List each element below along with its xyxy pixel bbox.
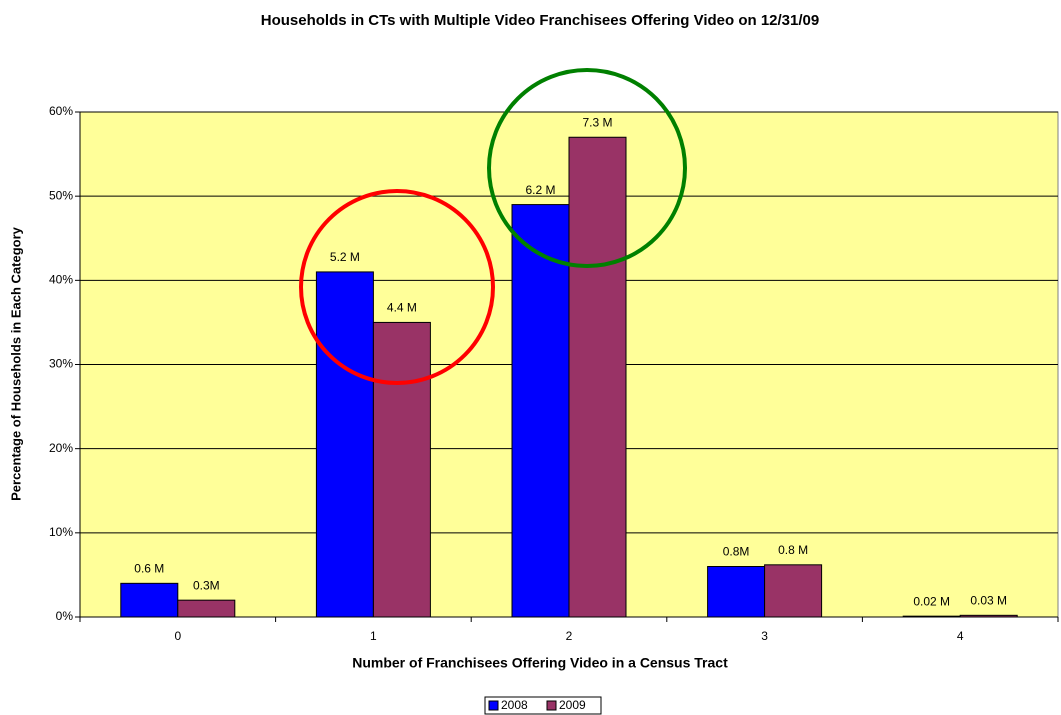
bar — [511, 204, 570, 618]
data-label: 0.6 M — [134, 562, 164, 576]
data-label: 0.3M — [193, 578, 220, 592]
data-label: 5.2 M — [330, 250, 360, 264]
bar — [177, 599, 236, 618]
x-axis-label: Number of Franchisees Offering Video in … — [352, 655, 728, 671]
y-tick-label: 10% — [49, 525, 73, 539]
bar — [902, 615, 961, 618]
x-tick-label: 3 — [761, 629, 768, 643]
data-label: 6.2 M — [525, 183, 555, 197]
bar — [707, 566, 766, 618]
data-label: 0.8 M — [778, 543, 808, 557]
legend-box — [484, 696, 602, 715]
y-tick-label: 0% — [56, 609, 74, 623]
data-label: 7.3 M — [582, 115, 612, 129]
data-label: 0.02 M — [913, 594, 950, 608]
y-tick-label: 20% — [49, 441, 73, 455]
bar — [568, 136, 627, 618]
data-label: 4.4 M — [387, 301, 417, 315]
legend-label: 2008 — [501, 698, 528, 712]
y-tick-label: 30% — [49, 357, 73, 371]
x-tick-label: 4 — [957, 629, 964, 643]
highlight-circle — [487, 68, 687, 268]
bar — [764, 564, 823, 618]
x-tick-label: 0 — [174, 629, 181, 643]
legend-swatch — [546, 700, 557, 711]
x-tick-label: 2 — [566, 629, 573, 643]
bar — [120, 582, 179, 618]
data-label: 0.8M — [723, 545, 750, 559]
y-tick-label: 40% — [49, 273, 73, 287]
bar — [315, 271, 374, 618]
bar — [959, 614, 1018, 618]
y-axis-label: Percentage of Households in Each Categor… — [8, 226, 23, 501]
highlight-circle — [299, 189, 495, 385]
y-tick-label: 60% — [49, 104, 73, 118]
x-tick-label: 1 — [370, 629, 377, 643]
legend-swatch — [488, 700, 499, 711]
bar — [372, 321, 431, 618]
legend-label: 2009 — [559, 698, 586, 712]
data-label: 0.03 M — [970, 593, 1007, 607]
chart-title: Households in CTs with Multiple Video Fr… — [261, 12, 819, 29]
y-tick-label: 50% — [49, 188, 73, 202]
